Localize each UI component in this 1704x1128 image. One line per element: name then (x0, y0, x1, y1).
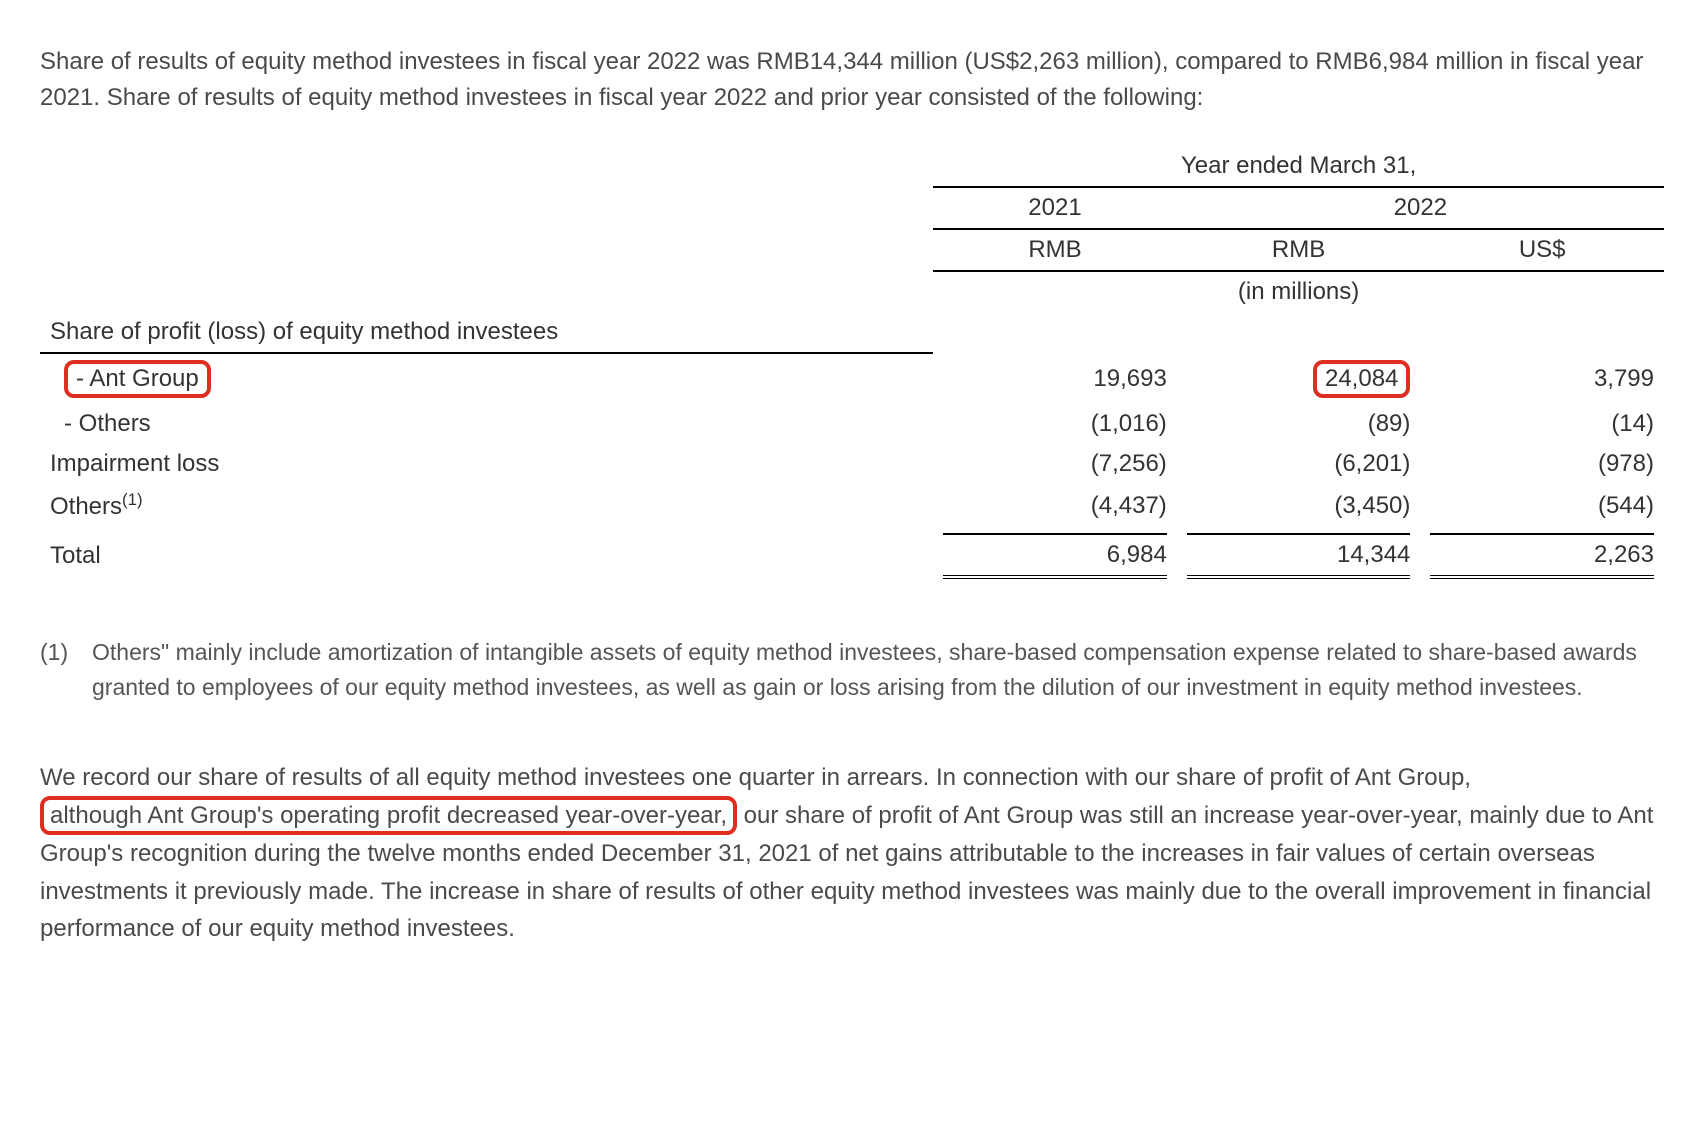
impairment-label: Impairment loss (40, 444, 933, 484)
footnote-text: Others" mainly include amortization of i… (92, 635, 1664, 704)
table-super-header: Year ended March 31, (933, 146, 1664, 187)
col-header-2022: 2022 (1177, 187, 1664, 229)
ant-2022-usd: 3,799 (1420, 353, 1664, 404)
closing-pre: We record our share of results of all eq… (40, 764, 1471, 791)
total-2021-rmb: 6,984 (943, 533, 1167, 579)
section-title: Share of profit (loss) of equity method … (40, 312, 933, 353)
intro-paragraph: Share of results of equity method invest… (40, 44, 1664, 116)
others-2022-rmb: (89) (1177, 404, 1421, 444)
impairment-2022-usd: (978) (1420, 444, 1664, 484)
footnote-marker: (1) (40, 635, 76, 704)
closing-paragraph: We record our share of results of all eq… (40, 759, 1664, 947)
others-foot-label: Others(1) (40, 484, 933, 527)
highlight-ant-group-label: - Ant Group (64, 360, 211, 398)
highlight-ant-2022-rmb: 24,084 (1313, 360, 1410, 398)
others-label: - Others (40, 404, 933, 444)
financial-table: Year ended March 31, 2021 2022 RMB RMB U… (40, 146, 1664, 585)
table-row-total: Total 6,984 14,344 2,263 (40, 527, 1664, 585)
table-row-impairment: Impairment loss (7,256) (6,201) (978) (40, 444, 1664, 484)
table-row-others-footnoted: Others(1) (4,437) (3,450) (544) (40, 484, 1664, 527)
others-2022-usd: (14) (1420, 404, 1664, 444)
others-foot-2021-rmb: (4,437) (933, 484, 1177, 527)
others-foot-2022-usd: (544) (1420, 484, 1664, 527)
col-header-2021: 2021 (933, 187, 1177, 229)
footnote: (1) Others" mainly include amortization … (40, 635, 1664, 704)
total-2022-rmb: 14,344 (1187, 533, 1411, 579)
impairment-2022-rmb: (6,201) (1177, 444, 1421, 484)
total-label: Total (40, 527, 933, 585)
unit-usd-2022: US$ (1420, 229, 1664, 271)
unit-rmb-2021: RMB (933, 229, 1177, 271)
in-millions-label: (in millions) (1177, 271, 1421, 312)
others-2021-rmb: (1,016) (933, 404, 1177, 444)
table-row-others: - Others (1,016) (89) (14) (40, 404, 1664, 444)
highlight-closing-phrase: although Ant Group's operating profit de… (40, 796, 737, 835)
table-row-ant-group: - Ant Group 19,693 24,084 3,799 (40, 353, 1664, 404)
impairment-2021-rmb: (7,256) (933, 444, 1177, 484)
total-2022-usd: 2,263 (1430, 533, 1654, 579)
others-foot-2022-rmb: (3,450) (1177, 484, 1421, 527)
ant-2021-rmb: 19,693 (933, 353, 1177, 404)
unit-rmb-2022: RMB (1177, 229, 1421, 271)
